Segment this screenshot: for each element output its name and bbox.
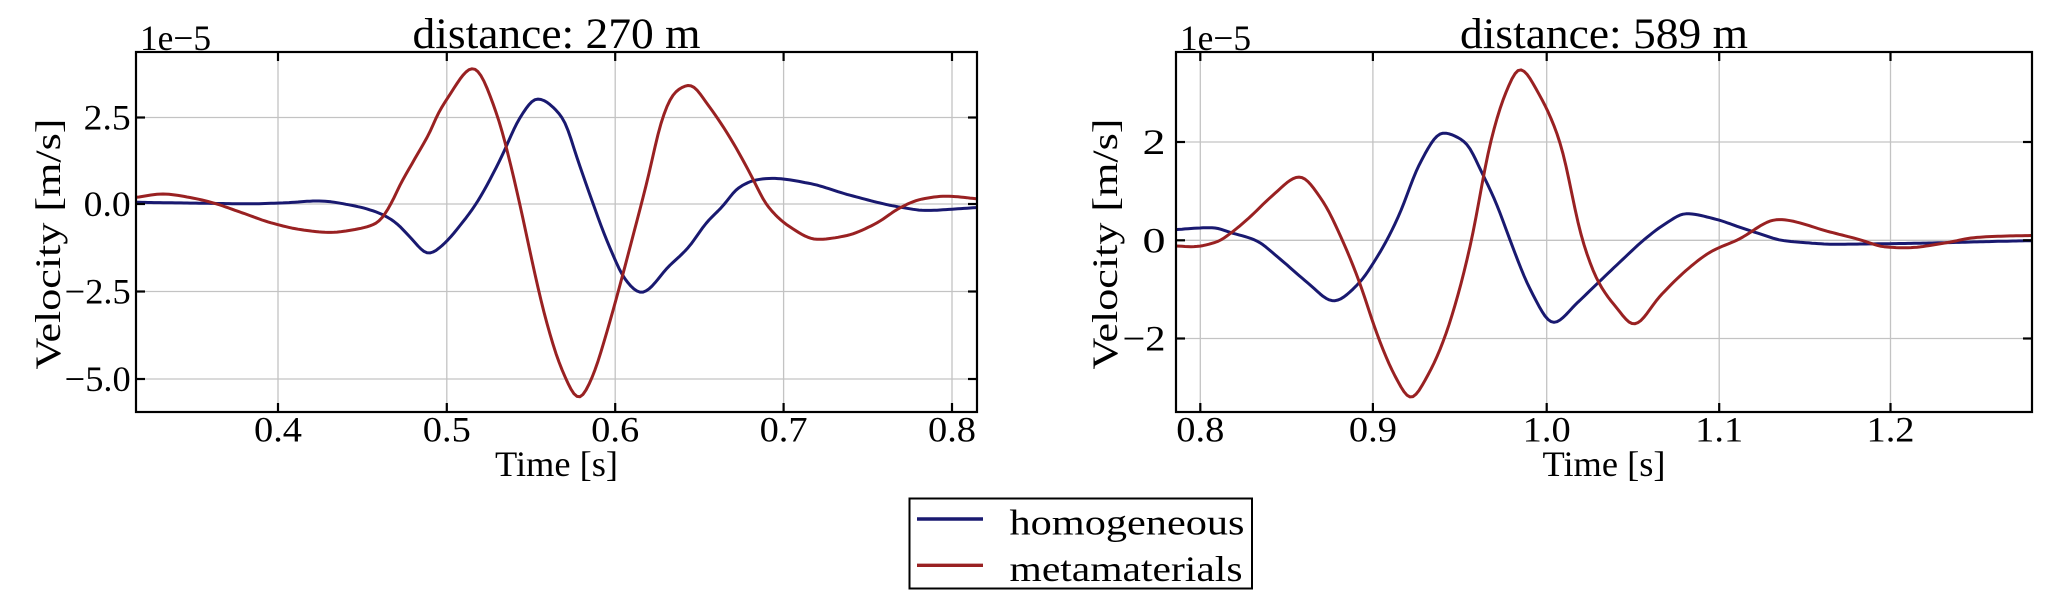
svg-text:0.6: 0.6 bbox=[591, 410, 639, 450]
svg-text:Velocity [m/s]: Velocity [m/s] bbox=[28, 119, 68, 370]
svg-text:0.9: 0.9 bbox=[1349, 410, 1397, 450]
svg-text:0.7: 0.7 bbox=[760, 410, 808, 450]
svg-text:metamaterials: metamaterials bbox=[1010, 549, 1243, 589]
svg-text:2: 2 bbox=[1143, 122, 1166, 162]
svg-text:0.5: 0.5 bbox=[423, 410, 471, 450]
svg-text:0: 0 bbox=[1143, 220, 1166, 260]
svg-text:1e−5: 1e−5 bbox=[1180, 18, 1251, 58]
svg-text:−2: −2 bbox=[1123, 319, 1166, 359]
svg-text:Time [s]: Time [s] bbox=[495, 444, 618, 484]
svg-text:1.2: 1.2 bbox=[1867, 410, 1915, 450]
svg-text:0.8: 0.8 bbox=[928, 410, 976, 450]
svg-text:distance: 270 m: distance: 270 m bbox=[413, 11, 701, 58]
svg-text:−2.5: −2.5 bbox=[65, 272, 131, 312]
svg-text:2.5: 2.5 bbox=[84, 98, 131, 138]
svg-text:1.1: 1.1 bbox=[1695, 410, 1743, 450]
svg-text:0.0: 0.0 bbox=[84, 184, 131, 224]
svg-text:0.4: 0.4 bbox=[254, 410, 302, 450]
svg-text:1e−5: 1e−5 bbox=[140, 18, 211, 58]
svg-text:homogeneous: homogeneous bbox=[1010, 503, 1245, 543]
svg-text:0.8: 0.8 bbox=[1176, 410, 1224, 450]
svg-text:−5.0: −5.0 bbox=[65, 359, 131, 399]
svg-text:Time [s]: Time [s] bbox=[1543, 444, 1666, 484]
svg-text:Velocity [m/s]: Velocity [m/s] bbox=[1085, 119, 1125, 370]
svg-text:1.0: 1.0 bbox=[1523, 410, 1571, 450]
svg-text:distance: 589 m: distance: 589 m bbox=[1460, 11, 1748, 58]
